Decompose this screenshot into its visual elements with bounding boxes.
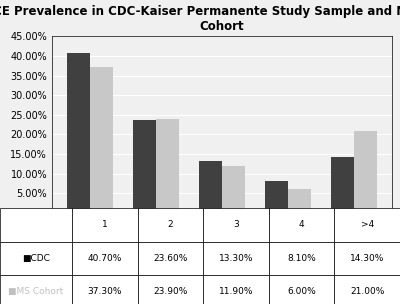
Bar (330, 157, 354, 213)
Bar (156, 119, 179, 213)
Title: ACE Prevalence in CDC-Kaiser Permanente Study Sample and MS Study
Cohort: ACE Prevalence in CDC-Kaiser Permanente … (0, 5, 400, 33)
Bar (133, 120, 156, 213)
Bar (222, 166, 245, 213)
Bar (354, 130, 376, 213)
Bar (288, 189, 311, 213)
Bar (265, 181, 288, 213)
Bar (90, 67, 114, 213)
Bar (68, 53, 90, 213)
Bar (199, 161, 222, 213)
